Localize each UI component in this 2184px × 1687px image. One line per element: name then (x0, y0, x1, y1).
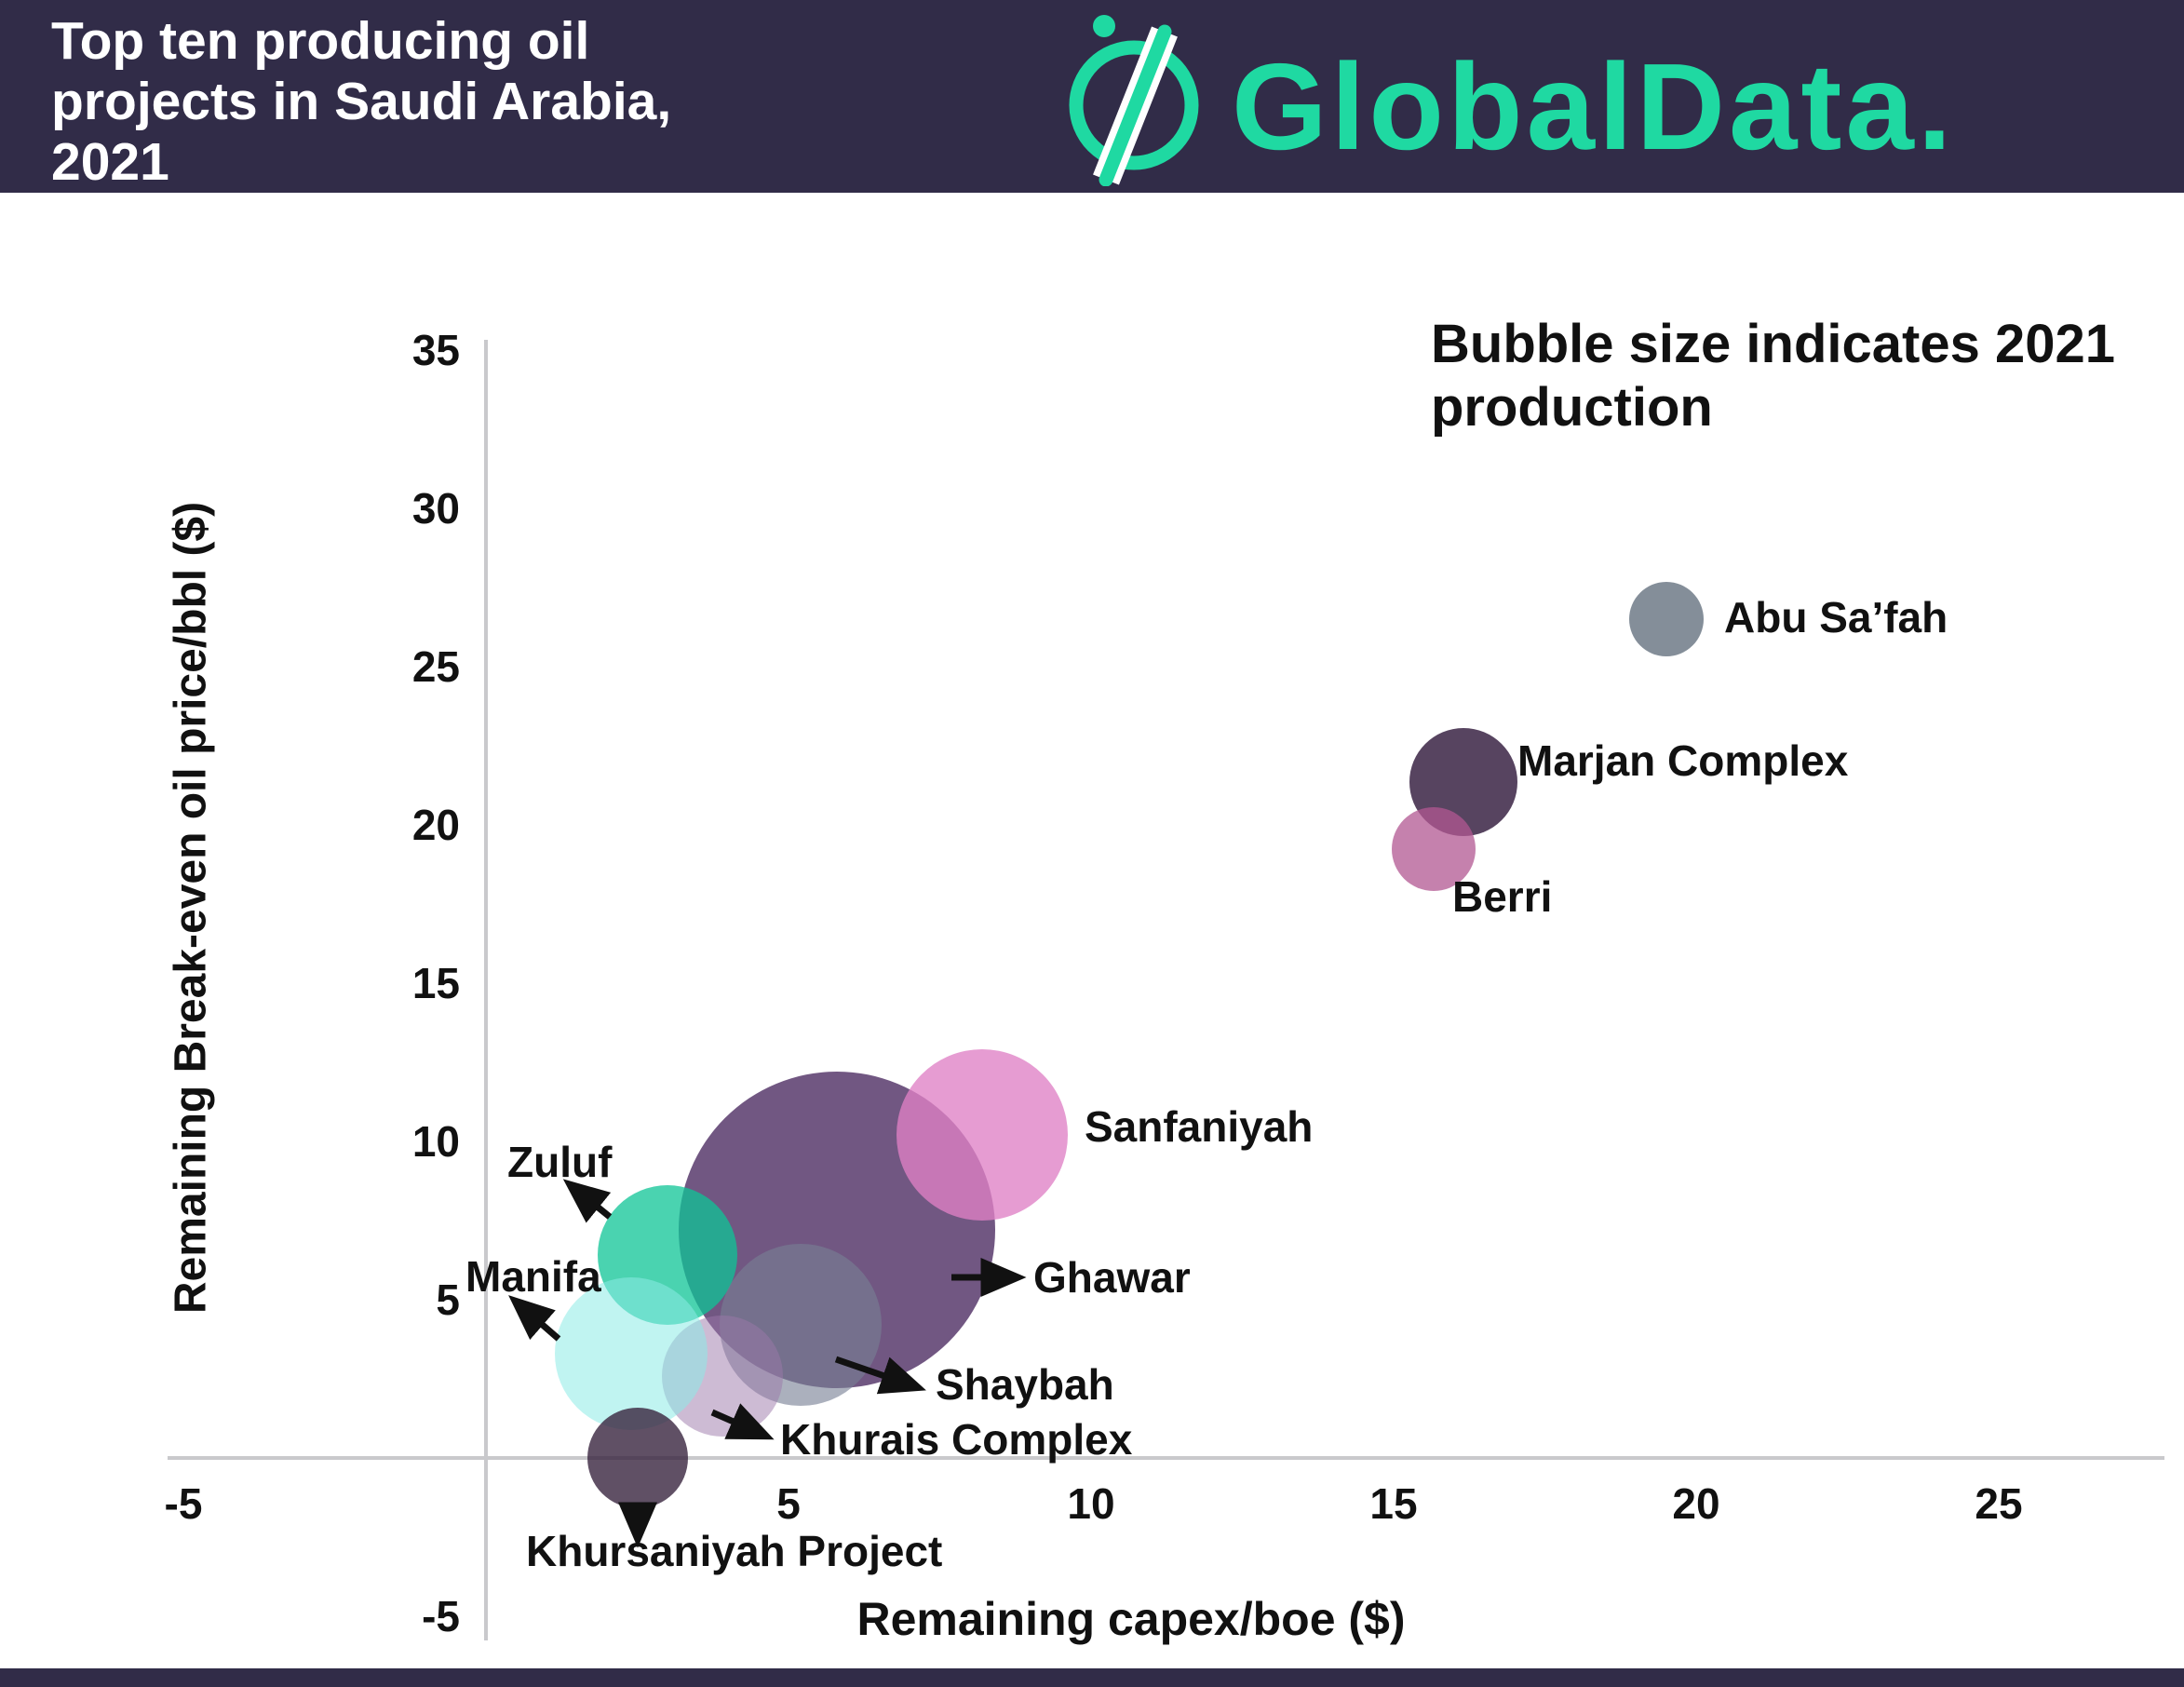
bubble-label-abu-sa-fah: Abu Sa’fah (1724, 593, 1948, 641)
y-tick-label: -5 (422, 1592, 460, 1640)
y-tick-label: 10 (411, 1117, 460, 1166)
y-axis-title: Remaining Break-even oil price/bbl ($) (166, 501, 216, 1315)
globaldata-logo-icon (1069, 15, 1199, 186)
x-tick-label: 20 (1672, 1479, 1720, 1528)
bubble-label-berri: Berri (1452, 872, 1553, 921)
page-title-line-2: projects in Saudi Arabia, (51, 72, 672, 131)
bubble-label-manifa: Manifa (465, 1252, 601, 1301)
bubble-sanfaniyah (897, 1049, 1068, 1221)
y-tick-label: 35 (411, 326, 460, 374)
y-tick-label: 30 (411, 484, 460, 533)
bubble-manifa (555, 1276, 708, 1430)
bubble-berri (1391, 806, 1476, 891)
bubble-size-note: Bubble size indicates 2021 production (1431, 313, 2115, 439)
bubble-label-marjan-complex: Marjan Complex (1517, 736, 1849, 785)
x-axis-title: Remaining capex/boe ($) (856, 1593, 1406, 1645)
x-tick-label: 5 (776, 1479, 801, 1528)
globaldata-logo-text: GlobalData. (1232, 38, 1955, 175)
footer-bar (0, 1668, 2184, 1687)
x-tick-label: -5 (164, 1479, 203, 1528)
y-tick-label: 15 (411, 959, 460, 1007)
callout-arrow-manifa (508, 1295, 561, 1342)
bubble-label-khursaniyah-project: Khursaniyah Project (526, 1527, 943, 1575)
bubble-label-sanfaniyah: Sanfaniyah (1085, 1102, 1314, 1151)
callout-arrow-khurais-complex (710, 1403, 775, 1440)
callout-arrow-zuluf (562, 1179, 613, 1223)
bubble-abu-sa-fah (1628, 582, 1704, 656)
bubble-label-khurais-complex: Khurais Complex (780, 1415, 1133, 1464)
header-bar: Top ten producing oil projects in Saudi … (0, 0, 2184, 193)
x-tick-label: 25 (1975, 1479, 2023, 1528)
bubble-label-zuluf: Zuluf (507, 1138, 613, 1186)
bubble-size-note-line-1: Bubble size indicates 2021 (1431, 314, 2115, 374)
x-tick-label: 10 (1067, 1479, 1115, 1528)
bubble-label-shaybah: Shaybah (936, 1360, 1114, 1409)
x-tick-label: 15 (1369, 1479, 1418, 1528)
bubble-label-ghawar: Ghawar (1033, 1253, 1191, 1302)
bubble-khursaniyah-project (586, 1408, 688, 1508)
page-title-line-1: Top ten producing oil (51, 11, 590, 71)
bubble-size-note-line-2: production (1431, 377, 1713, 438)
y-tick-label: 25 (411, 642, 460, 691)
globaldata-logo: GlobalData. (1069, 15, 1955, 186)
page-title: Top ten producing oil projects in Saudi … (51, 11, 671, 193)
y-tick-label: 20 (411, 801, 460, 849)
callout-arrow-shaybah (834, 1356, 926, 1395)
y-tick-label: 5 (436, 1275, 460, 1324)
page-title-line-3: 2021 (51, 132, 169, 192)
